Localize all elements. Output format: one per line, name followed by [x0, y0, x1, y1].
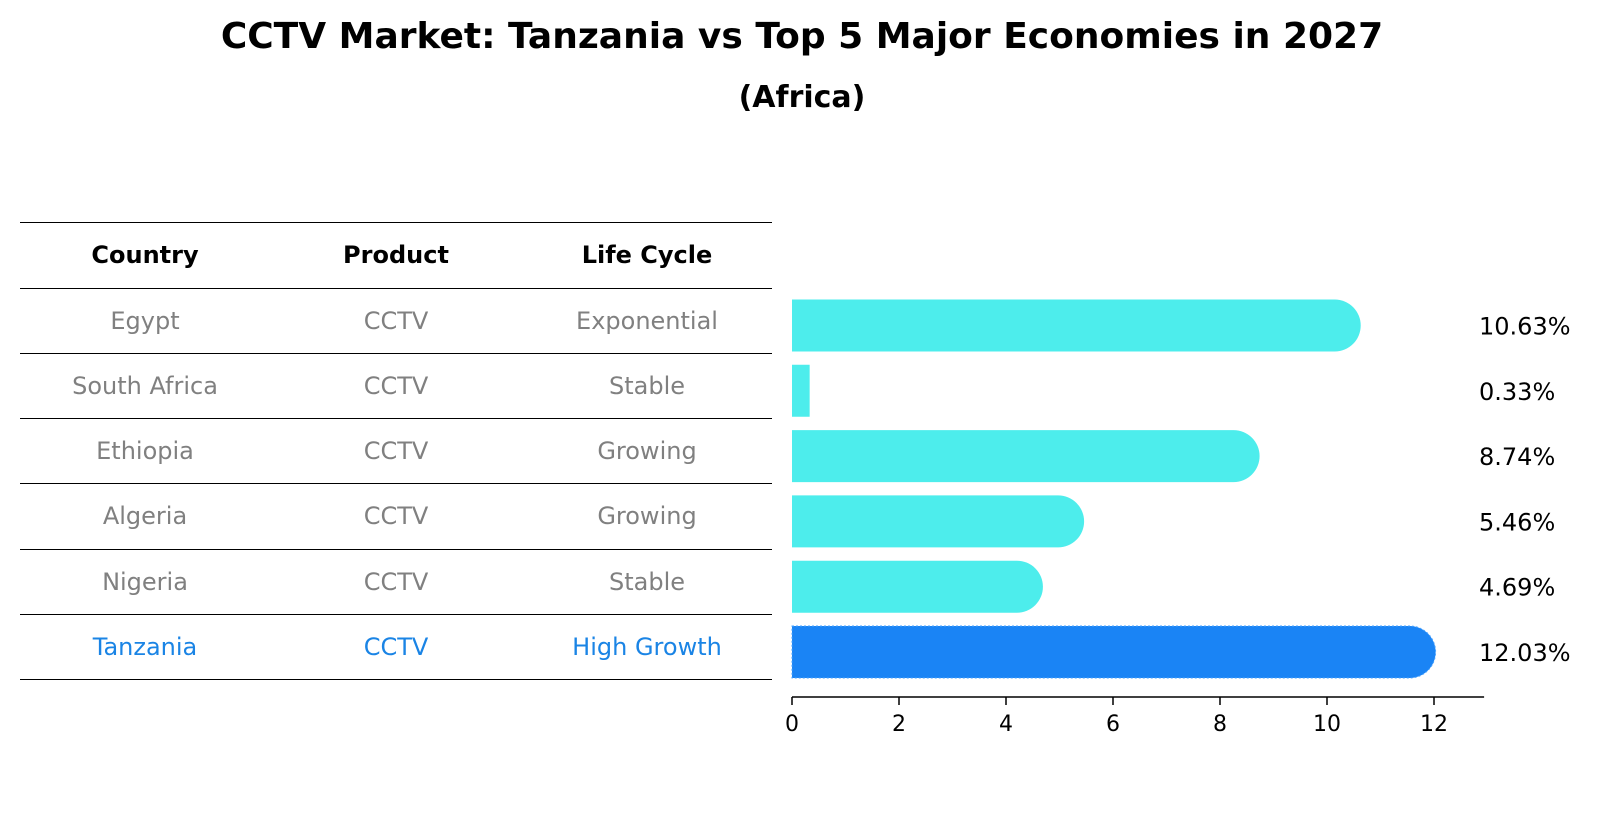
value-label-south-africa: 0.33% — [1479, 378, 1555, 406]
chart-subtitle: (Africa) — [738, 80, 866, 115]
chart-title: CCTV Market: Tanzania vs Top 5 Major Eco… — [220, 16, 1384, 57]
x-tick-label-2: 2 — [892, 712, 906, 737]
row-tanzania-country: Tanzania — [92, 633, 198, 661]
row-algeria-country: Algeria — [102, 502, 188, 530]
row-south-africa-country: South Africa — [72, 372, 218, 400]
row-ethiopia-life-cycle: Growing — [597, 437, 697, 465]
table-rule — [20, 483, 772, 484]
row-nigeria-country: Nigeria — [102, 568, 188, 596]
table-rule — [20, 288, 772, 289]
table-rule — [20, 549, 772, 550]
row-algeria-product: CCTV — [363, 502, 429, 530]
value-label-ethiopia: 8.74% — [1479, 443, 1555, 471]
row-egypt-product: CCTV — [363, 307, 429, 335]
value-label-egypt: 10.63% — [1479, 313, 1571, 341]
bar-nigeria — [792, 560, 1043, 613]
x-tick-label-12: 12 — [1420, 712, 1448, 737]
row-ethiopia-product: CCTV — [363, 437, 429, 465]
row-ethiopia-country: Ethiopia — [96, 437, 194, 465]
table-rule — [20, 614, 772, 615]
bar-egypt — [792, 299, 1361, 352]
row-egypt-country: Egypt — [110, 307, 180, 335]
x-tick-label-10: 10 — [1313, 712, 1341, 737]
value-label-nigeria: 4.69% — [1479, 574, 1555, 602]
x-tick-label-0: 0 — [785, 712, 799, 737]
table-rule — [20, 353, 772, 354]
x-tick-label-4: 4 — [999, 712, 1013, 737]
x-tick-label-6: 6 — [1106, 712, 1120, 737]
value-label-tanzania: 12.03% — [1479, 639, 1571, 667]
value-label-algeria: 5.46% — [1479, 508, 1555, 536]
row-nigeria-product: CCTV — [363, 568, 429, 596]
bar-algeria — [792, 495, 1085, 548]
table-rule — [20, 222, 772, 223]
row-south-africa-life-cycle: Stable — [608, 372, 686, 400]
bar-ethiopia — [792, 430, 1260, 483]
row-tanzania-product: CCTV — [363, 633, 429, 661]
table-rule — [20, 679, 772, 680]
row-nigeria-life-cycle: Stable — [608, 568, 686, 596]
table-rule — [20, 418, 772, 419]
row-south-africa-product: CCTV — [363, 372, 429, 400]
header-life-cycle: Life Cycle — [581, 241, 713, 269]
row-egypt-life-cycle: Exponential — [576, 307, 718, 335]
bar-south-africa — [792, 364, 810, 417]
header-country: Country — [91, 241, 199, 269]
row-algeria-life-cycle: Growing — [597, 502, 697, 530]
header-product: Product — [343, 241, 449, 269]
x-tick-label-8: 8 — [1213, 712, 1227, 737]
row-tanzania-life-cycle: High Growth — [572, 633, 722, 661]
bar-tanzania — [791, 625, 1437, 679]
